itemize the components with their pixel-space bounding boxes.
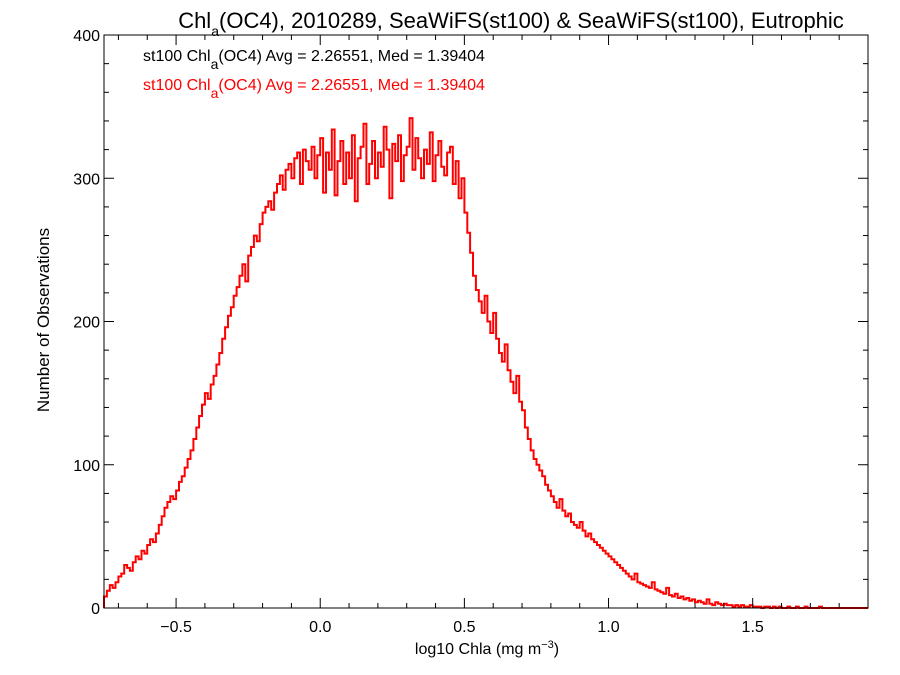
annotation-black-prefix: st100 Chl <box>143 48 211 65</box>
annotation-red: st100 Chla(OC4) Avg = 2.26551, Med = 1.3… <box>143 77 485 101</box>
x-axis-label-main: log10 Chla (mg m <box>415 641 541 658</box>
y-tick-label: 100 <box>73 458 100 475</box>
axis-ticks: −0.5 0.0 0.5 1.0 1.5 0 100 200 300 400 <box>73 28 869 636</box>
y-tick-label: 200 <box>73 315 100 332</box>
chart-title-subscript: a <box>211 23 219 39</box>
x-tick-label: −0.5 <box>160 619 192 636</box>
annotation-black-rest: (OC4) Avg = 2.26551, Med = 1.39404 <box>218 48 485 65</box>
plot-frame <box>103 34 869 609</box>
y-tick-label: 300 <box>73 171 100 188</box>
annotation-red-prefix: st100 Chl <box>143 77 211 94</box>
annotation-black-subscript: a <box>211 56 219 72</box>
annotation-black: st100 Chla(OC4) Avg = 2.26551, Med = 1.3… <box>143 48 485 72</box>
annotation-red-subscript: a <box>211 85 219 101</box>
y-tick-label: 400 <box>73 28 100 45</box>
x-axis-label-sup: −3 <box>541 639 554 651</box>
x-tick-label: 1.5 <box>742 619 764 636</box>
y-axis-label: Number of Observations <box>34 228 53 412</box>
chart-title-prefix: Chl <box>178 8 211 33</box>
x-tick-label: 0.5 <box>453 619 475 636</box>
x-axis-label: log10 Chla (mg m−3) <box>415 639 559 658</box>
annotation-red-rest: (OC4) Avg = 2.26551, Med = 1.39404 <box>218 77 485 94</box>
chart-title: Chla(OC4), 2010289, SeaWiFS(st100) & Sea… <box>178 8 844 39</box>
x-tick-label: 0.0 <box>309 619 331 636</box>
x-axis-label-end: ) <box>554 641 559 658</box>
chart-title-rest: (OC4), 2010289, SeaWiFS(st100) & SeaWiFS… <box>219 8 844 33</box>
y-tick-label: 0 <box>91 601 100 618</box>
histogram-series <box>103 117 868 609</box>
x-tick-label: 1.0 <box>597 619 619 636</box>
